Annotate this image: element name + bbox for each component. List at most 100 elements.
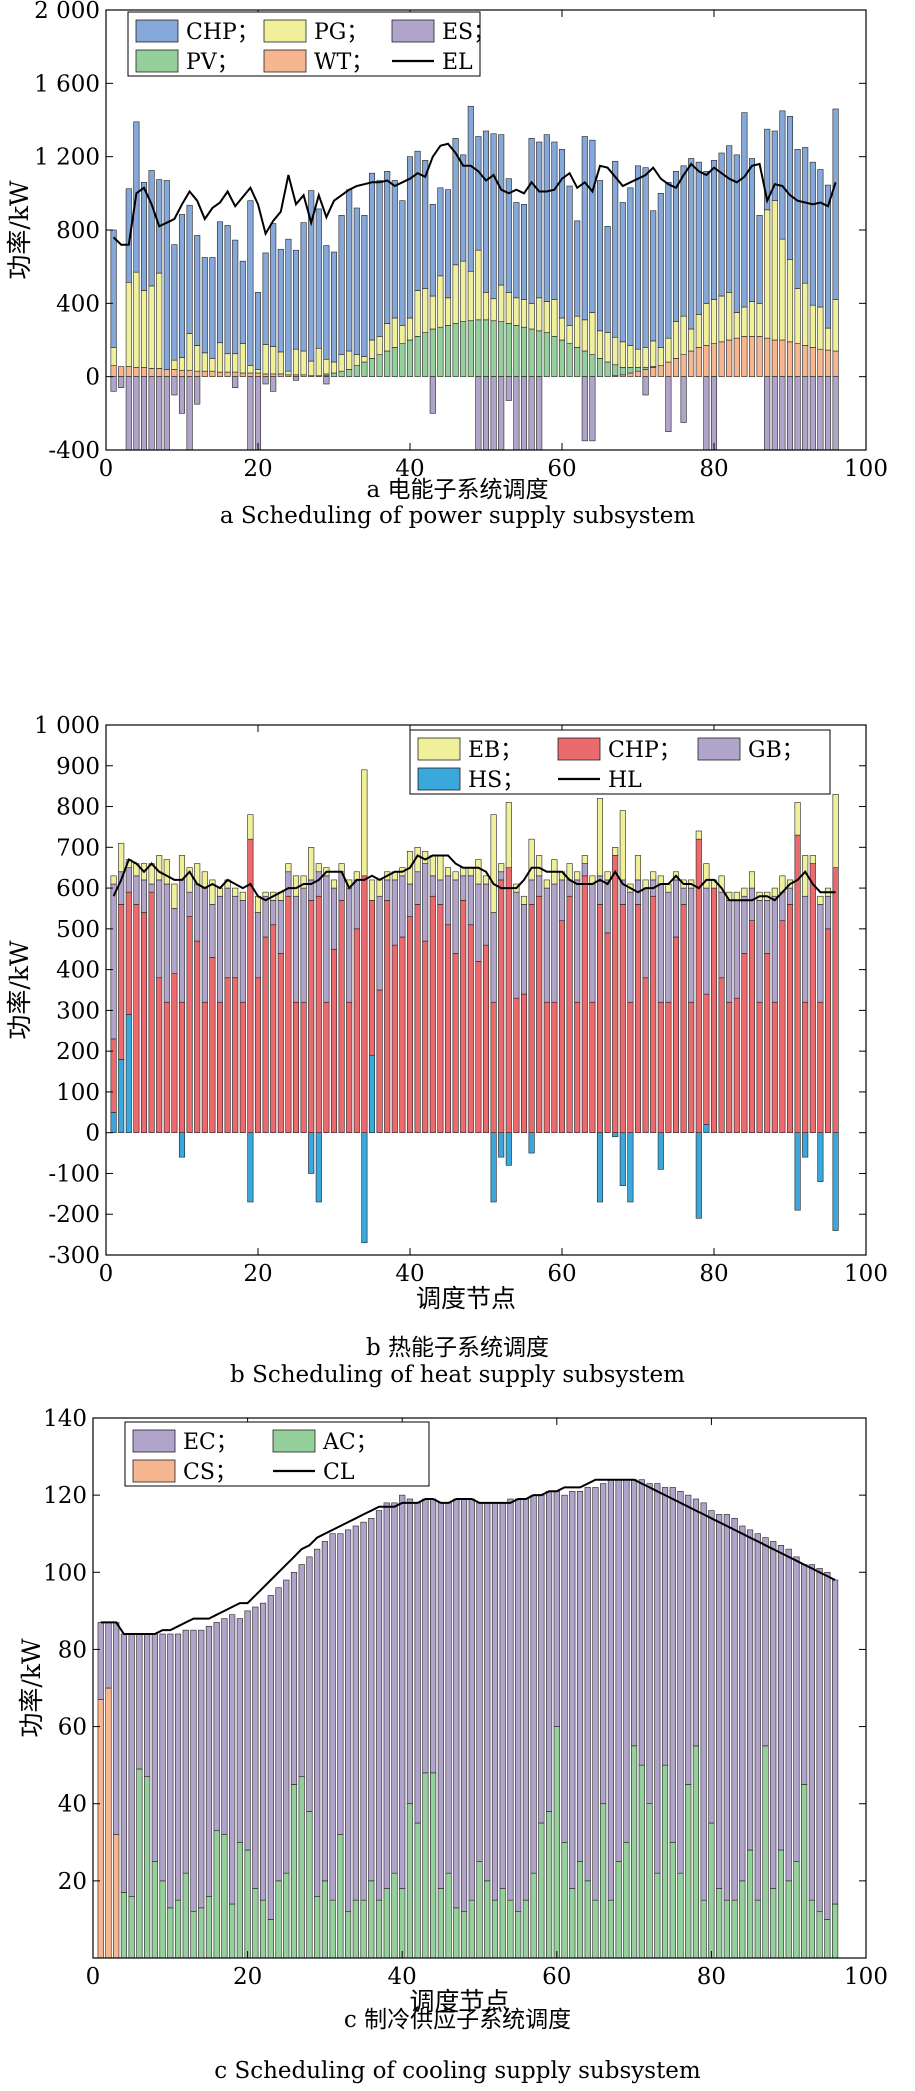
chart-a-bar-chp-60 bbox=[558, 149, 566, 319]
chart-c-bar-ec-55 bbox=[515, 1498, 522, 1913]
chart-c-bar-ec-46 bbox=[445, 1502, 452, 1874]
chart-c-ytick-label: 80 bbox=[58, 1637, 87, 1663]
chart-c-bar-ec-50 bbox=[476, 1502, 483, 1862]
chart-c-bar-ac-12 bbox=[182, 1872, 189, 1959]
chart-a-bar-es-71 bbox=[642, 376, 649, 396]
chart-a-legend-label-wt: WT； bbox=[314, 50, 373, 75]
chart-c-bar-ac-89 bbox=[777, 1849, 785, 1959]
chart-b-xtick-label: 0 bbox=[99, 1261, 114, 1287]
chart-c-bar-ac-28 bbox=[306, 1811, 313, 1959]
chart-a-bar-chp-16 bbox=[224, 225, 231, 355]
chart-b-ytick-label: 300 bbox=[56, 998, 100, 1024]
chart-a-legend-label-es: ES； bbox=[442, 20, 495, 45]
chart-b-ytick-label: 200 bbox=[56, 1039, 100, 1065]
chart-b-xtick-label: 100 bbox=[844, 1261, 888, 1287]
chart-b-legend-label-eb: EB； bbox=[468, 738, 522, 763]
caption-c-en: c Scheduling of cooling supply subsystem bbox=[214, 2058, 701, 2084]
chart-c-bar-ec-69 bbox=[623, 1479, 630, 1843]
chart-a-bar-chp-54 bbox=[513, 202, 520, 299]
chart-c-bar-ac-20 bbox=[244, 1849, 251, 1959]
chart-b-bar-eb-28 bbox=[315, 863, 322, 873]
chart-c-bar-ec-86 bbox=[754, 1533, 761, 1901]
chart-c-legend-label-cl: CL bbox=[323, 1460, 355, 1485]
chart-b-bar-eb-26 bbox=[300, 875, 307, 889]
chart-a-bars bbox=[110, 105, 839, 451]
chart-c-bar-ac-81 bbox=[716, 1888, 723, 1959]
chart-a-bar-es-17 bbox=[232, 376, 239, 388]
chart-c-bar-ec-83 bbox=[731, 1517, 738, 1901]
chart-b-bar-eb-78 bbox=[695, 830, 702, 840]
chart-c-bar-ac-41 bbox=[406, 1803, 414, 1959]
chart-c-legend-label-ac: AC； bbox=[322, 1430, 378, 1455]
chart-c-bar-ac-33 bbox=[345, 1911, 352, 1959]
chart-c-bar-ec-65 bbox=[592, 1487, 599, 1901]
chart-b-ytick-label: -100 bbox=[48, 1161, 100, 1187]
chart-c-bar-ec-85 bbox=[746, 1529, 754, 1851]
chart-b-ytick-label: 900 bbox=[56, 754, 100, 780]
chart-c-bar-ac-38 bbox=[383, 1888, 390, 1959]
chart-a-bar-chp-40 bbox=[406, 156, 414, 319]
chart-c-bar-ac-53 bbox=[499, 1888, 506, 1959]
chart-c-bar-ac-80 bbox=[708, 1822, 715, 1959]
chart-b-line-hl bbox=[112, 854, 836, 902]
chart-a-bar-chp-47 bbox=[460, 154, 467, 262]
chart-b-legend-swatch-gb bbox=[697, 737, 741, 761]
chart-b-bar-eb-45 bbox=[444, 867, 452, 877]
chart-c-bar-ac-69 bbox=[623, 1841, 630, 1959]
chart-b-bar-eb-56 bbox=[528, 838, 535, 881]
chart-b-bar-eb-53 bbox=[505, 802, 512, 868]
chart-c-bar-ac-14 bbox=[198, 1907, 205, 1959]
chart-c-bar-ec-13 bbox=[190, 1629, 197, 1913]
chart-c-bar-ec-42 bbox=[414, 1502, 421, 1824]
chart-c-bar-ec-61 bbox=[561, 1494, 568, 1843]
chart-c-bar-ac-73 bbox=[654, 1872, 661, 1959]
chart-a-legend-label-pg: PG； bbox=[314, 20, 368, 45]
chart-c-bar-ac-13 bbox=[190, 1911, 197, 1959]
chart-c-bar-ac-56 bbox=[522, 1899, 529, 1959]
chart-c-bar-ec-38 bbox=[383, 1502, 390, 1889]
chart-c-bar-cs-1 bbox=[97, 1699, 104, 1959]
chart-c-bar-ac-96 bbox=[831, 1903, 839, 1959]
chart-a-bar-es-10 bbox=[178, 376, 186, 414]
chart-c-bar-ec-12 bbox=[182, 1629, 189, 1874]
chart-c-bar-ac-7 bbox=[144, 1776, 151, 1959]
chart-c-bar-ac-79 bbox=[700, 1899, 707, 1959]
chart-b-bar-eb-93 bbox=[809, 855, 816, 864]
chart-c-bar-ec-41 bbox=[406, 1498, 414, 1805]
chart-c-bar-ac-24 bbox=[275, 1880, 282, 1959]
chart-c-bar-ec-88 bbox=[770, 1541, 777, 1889]
chart-a-bar-chp-18 bbox=[239, 260, 246, 344]
chart-a-bar-chp-94 bbox=[817, 169, 824, 308]
chart-b-bar-eb-72 bbox=[650, 871, 657, 881]
chart-a-bar-chp-70 bbox=[634, 165, 642, 350]
chart-a-bar-chp-75 bbox=[672, 171, 680, 322]
chart-b-bar-eb-51 bbox=[490, 814, 497, 913]
chart-b-xtick-label: 20 bbox=[243, 1261, 272, 1287]
chart-a-bar-chp-48 bbox=[467, 105, 474, 272]
chart-a-bar-chp-51 bbox=[490, 133, 497, 300]
chart-c-bar-ac-25 bbox=[283, 1872, 290, 1959]
chart-c-bar-ac-51 bbox=[484, 1880, 491, 1959]
chart-a-line-el bbox=[112, 142, 837, 246]
chart-a-bar-chp-82 bbox=[726, 145, 733, 293]
chart-b-bar-eb-24 bbox=[285, 863, 292, 873]
chart-c-ytick-label: 60 bbox=[58, 1715, 87, 1741]
chart-b-ytick-label: 500 bbox=[56, 917, 100, 943]
chart-a-bar-es-25 bbox=[292, 376, 300, 381]
chart-c-bar-ec-8 bbox=[151, 1633, 158, 1862]
chart-c-bar-cs-2 bbox=[105, 1687, 112, 1959]
chart-a-ytick-label: -400 bbox=[48, 438, 100, 464]
chart-c-bar-ec-25 bbox=[283, 1579, 290, 1874]
chart-a-ytick-label: 1 200 bbox=[34, 145, 100, 171]
chart-c-bar-ec-32 bbox=[337, 1533, 344, 1835]
chart-c-bar-ec-75 bbox=[669, 1487, 676, 1843]
chart-a-bar-chp-61 bbox=[566, 185, 573, 326]
chart-c-bar-ac-77 bbox=[685, 1784, 692, 1959]
chart-c-ytick-label: 40 bbox=[58, 1792, 87, 1818]
chart-c-bar-ac-59 bbox=[545, 1811, 553, 1959]
chart-b-bar-eb-34 bbox=[361, 769, 368, 877]
chart-c-bar-ec-34 bbox=[352, 1525, 359, 1901]
chart-a-bar-es-12 bbox=[194, 376, 201, 405]
